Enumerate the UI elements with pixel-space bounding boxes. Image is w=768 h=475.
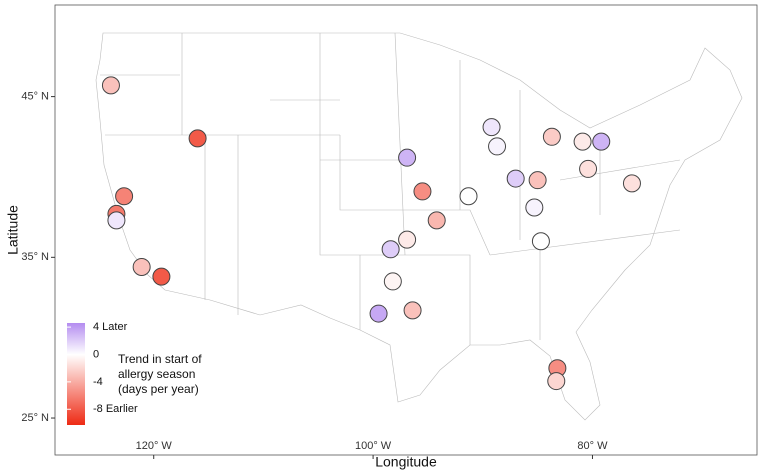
colorbar-tick-label: 0 [93,348,99,360]
site-point [427,211,446,230]
colorbar-tick-label: -8 Earlier [93,403,138,415]
y-tick-label: 45° N [21,91,49,103]
legend-title: Trend in start of [118,352,202,366]
site-point [528,171,547,190]
x-tick-label: 120° W [136,440,173,452]
site-point [107,211,126,230]
panel [54,4,758,456]
y-tick-label: 35° N [21,251,49,263]
x-axis-title: Longitude [375,454,437,470]
x-tick-label: 100° W [355,440,392,452]
colorbar-tick-label: 4 Later [93,321,128,333]
legend-title: (days per year) [118,382,199,396]
site-point [188,129,207,148]
site-point [459,187,478,206]
site-point [369,304,388,323]
x-tick-label: 80° W [577,440,608,452]
site-point [115,187,134,206]
colorbar [67,323,85,425]
site-point [542,127,561,146]
y-tick-label: 25° N [21,412,49,424]
site-point [622,174,641,193]
site-point [398,230,417,249]
colorbar-tick-label: -4 [93,376,103,388]
site-point [101,76,120,95]
site-point [152,267,171,286]
site-point [531,232,550,251]
site-point [398,148,417,167]
site-point [506,169,525,188]
site-point [592,132,611,151]
state-lines [100,32,681,345]
site-point [403,301,422,320]
site-point [488,137,507,156]
y-axis-title: Latitude [5,205,21,255]
site-point [413,182,432,201]
site-point [579,159,598,178]
site-point [383,272,402,291]
site-point [525,198,544,217]
site-point [482,118,501,137]
legend-title: allergy season [118,367,195,381]
site-point [547,372,566,391]
site-point [573,132,592,151]
site-point [381,240,400,259]
site-point [132,257,151,276]
